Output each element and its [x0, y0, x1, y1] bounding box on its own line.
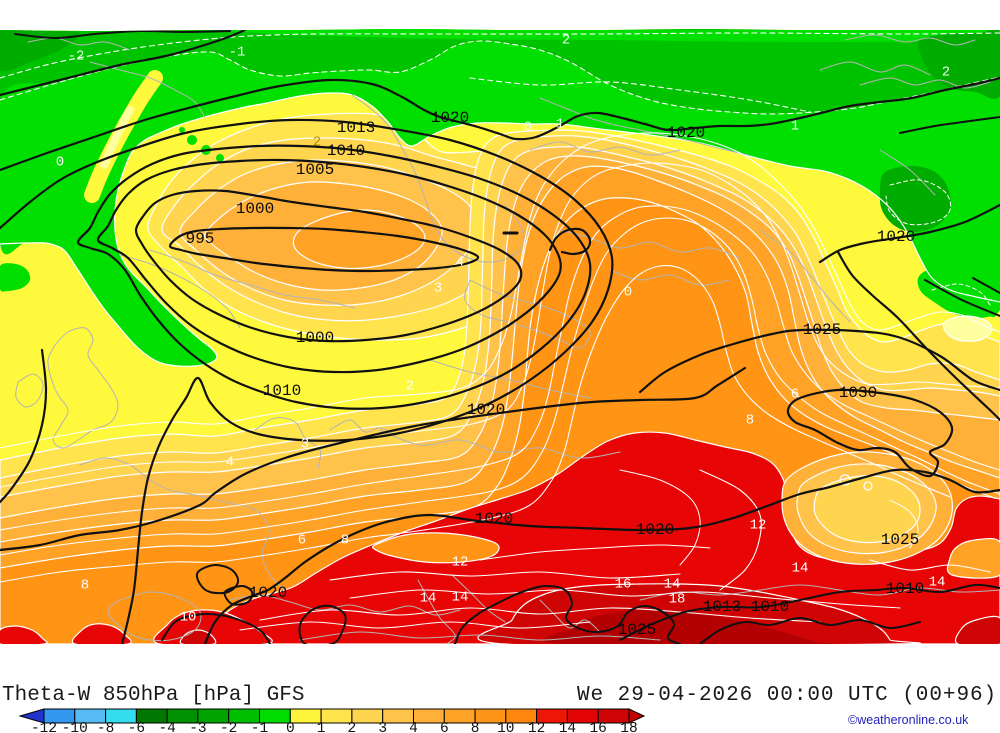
svg-text:We 29-04-2026 00:00 UTC (00+96: We 29-04-2026 00:00 UTC (00+96) [577, 684, 997, 707]
svg-text:1000: 1000 [296, 329, 334, 347]
svg-text:0: 0 [56, 155, 64, 171]
svg-text:-4: -4 [158, 721, 175, 733]
svg-text:14: 14 [559, 721, 576, 733]
svg-text:-3: -3 [189, 721, 206, 733]
svg-text:1: 1 [556, 117, 564, 133]
svg-text:0: 0 [286, 721, 295, 733]
svg-text:18: 18 [669, 592, 686, 608]
svg-text:-8: -8 [97, 721, 114, 733]
svg-text:2: 2 [348, 721, 357, 733]
svg-text:1010: 1010 [327, 142, 365, 160]
svg-text:1020: 1020 [431, 109, 469, 127]
svg-text:12: 12 [750, 518, 767, 534]
svg-text:14: 14 [420, 591, 437, 607]
svg-text:2: 2 [406, 379, 414, 395]
svg-text:2: 2 [562, 33, 570, 49]
svg-text:1030: 1030 [839, 384, 877, 402]
svg-text:1020: 1020 [249, 584, 287, 602]
svg-text:1025: 1025 [803, 321, 841, 339]
svg-text:1020: 1020 [877, 228, 915, 246]
svg-text:10: 10 [497, 721, 514, 733]
svg-text:18: 18 [620, 721, 637, 733]
svg-text:1000: 1000 [236, 200, 274, 218]
svg-text:0: 0 [524, 120, 532, 136]
svg-text:©weatheronline.co.uk: ©weatheronline.co.uk [848, 713, 969, 727]
svg-text:1013: 1013 [703, 598, 741, 616]
svg-text:3: 3 [434, 281, 442, 297]
svg-text:6: 6 [440, 721, 449, 733]
svg-text:1010: 1010 [263, 382, 301, 400]
svg-text:14: 14 [929, 575, 946, 591]
svg-text:2: 2 [313, 135, 321, 151]
svg-text:10: 10 [180, 610, 197, 626]
svg-text:16: 16 [589, 721, 606, 733]
svg-text:1020: 1020 [667, 124, 705, 142]
svg-text:-6: -6 [128, 721, 145, 733]
svg-text:3: 3 [301, 437, 309, 453]
svg-text:-12: -12 [31, 721, 57, 733]
svg-text:1013: 1013 [337, 119, 375, 137]
svg-text:12: 12 [452, 555, 469, 571]
svg-text:8: 8 [341, 533, 349, 549]
svg-text:4: 4 [226, 455, 234, 471]
svg-text:1010: 1010 [751, 598, 789, 616]
svg-text:8: 8 [471, 721, 480, 733]
svg-text:1020: 1020 [636, 521, 674, 539]
svg-text:1025: 1025 [618, 621, 656, 639]
svg-text:-1: -1 [251, 721, 268, 733]
svg-text:-1: -1 [229, 45, 246, 61]
svg-text:-10: -10 [62, 721, 88, 733]
svg-text:1005: 1005 [296, 161, 334, 179]
svg-text:1020: 1020 [475, 510, 513, 528]
svg-text:4: 4 [409, 721, 418, 733]
svg-text:995: 995 [186, 230, 215, 248]
svg-text:12: 12 [528, 721, 545, 733]
svg-text:1025: 1025 [881, 531, 919, 549]
svg-text:1: 1 [791, 119, 799, 135]
svg-text:1: 1 [317, 721, 326, 733]
svg-text:16: 16 [615, 577, 632, 593]
svg-text:8: 8 [746, 413, 754, 429]
svg-text:6: 6 [298, 533, 306, 549]
svg-text:1010: 1010 [886, 580, 924, 598]
svg-text:-2: -2 [220, 721, 237, 733]
svg-text:3: 3 [378, 721, 387, 733]
svg-text:14: 14 [664, 577, 681, 593]
svg-text:8: 8 [81, 578, 89, 594]
svg-text:2: 2 [942, 65, 950, 81]
svg-text:14: 14 [792, 561, 809, 577]
svg-text:0: 0 [624, 285, 632, 301]
svg-text:Theta-W 850hPa [hPa] GFS: Theta-W 850hPa [hPa] GFS [2, 684, 304, 707]
svg-text:1020: 1020 [467, 401, 505, 419]
svg-text:4: 4 [456, 255, 464, 271]
svg-text:14: 14 [452, 590, 469, 606]
svg-text:6: 6 [791, 387, 799, 403]
svg-text:-2: -2 [68, 49, 85, 65]
